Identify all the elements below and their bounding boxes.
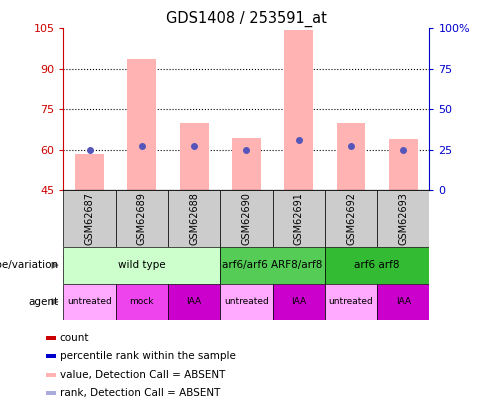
Bar bbox=[273, 284, 325, 320]
Bar bbox=[389, 139, 418, 190]
Text: untreated: untreated bbox=[328, 297, 373, 306]
Text: untreated: untreated bbox=[224, 297, 269, 306]
Bar bbox=[180, 123, 208, 190]
Bar bbox=[168, 284, 220, 320]
Text: wild type: wild type bbox=[118, 260, 166, 270]
Bar bbox=[232, 138, 261, 190]
Text: mock: mock bbox=[130, 297, 154, 306]
Bar bbox=[377, 284, 429, 320]
Text: arf6/arf6 ARF8/arf8: arf6/arf6 ARF8/arf8 bbox=[223, 260, 323, 270]
Bar bbox=[46, 373, 56, 377]
Text: IAA: IAA bbox=[186, 297, 202, 306]
Bar bbox=[116, 190, 168, 247]
Text: untreated: untreated bbox=[67, 297, 112, 306]
Bar bbox=[116, 284, 168, 320]
Bar bbox=[220, 284, 273, 320]
Bar bbox=[325, 190, 377, 247]
Bar bbox=[325, 284, 377, 320]
Text: percentile rank within the sample: percentile rank within the sample bbox=[60, 351, 235, 361]
Bar bbox=[46, 391, 56, 395]
Text: GSM62689: GSM62689 bbox=[137, 192, 147, 245]
Text: value, Detection Call = ABSENT: value, Detection Call = ABSENT bbox=[60, 370, 225, 380]
Text: GSM62688: GSM62688 bbox=[189, 192, 199, 245]
Bar bbox=[127, 60, 156, 190]
Bar bbox=[168, 190, 220, 247]
Bar bbox=[220, 247, 325, 284]
Bar bbox=[325, 247, 429, 284]
Title: GDS1408 / 253591_at: GDS1408 / 253591_at bbox=[166, 11, 327, 27]
Bar bbox=[46, 336, 56, 340]
Bar bbox=[63, 190, 116, 247]
Text: genotype/variation: genotype/variation bbox=[0, 260, 59, 270]
Text: GSM62692: GSM62692 bbox=[346, 192, 356, 245]
Bar bbox=[337, 123, 366, 190]
Bar bbox=[377, 190, 429, 247]
Bar bbox=[285, 30, 313, 190]
Text: GSM62690: GSM62690 bbox=[242, 192, 251, 245]
Text: GSM62687: GSM62687 bbox=[84, 192, 95, 245]
Bar bbox=[63, 247, 220, 284]
Bar bbox=[220, 190, 273, 247]
Text: GSM62693: GSM62693 bbox=[398, 192, 408, 245]
Text: arf6 arf8: arf6 arf8 bbox=[354, 260, 400, 270]
Bar bbox=[63, 284, 116, 320]
Text: count: count bbox=[60, 333, 89, 343]
Text: agent: agent bbox=[28, 297, 59, 307]
Bar bbox=[46, 354, 56, 358]
Text: GSM62691: GSM62691 bbox=[294, 192, 304, 245]
Text: IAA: IAA bbox=[291, 297, 306, 306]
Bar bbox=[75, 154, 104, 190]
Bar bbox=[273, 190, 325, 247]
Text: IAA: IAA bbox=[396, 297, 411, 306]
Text: rank, Detection Call = ABSENT: rank, Detection Call = ABSENT bbox=[60, 388, 220, 398]
